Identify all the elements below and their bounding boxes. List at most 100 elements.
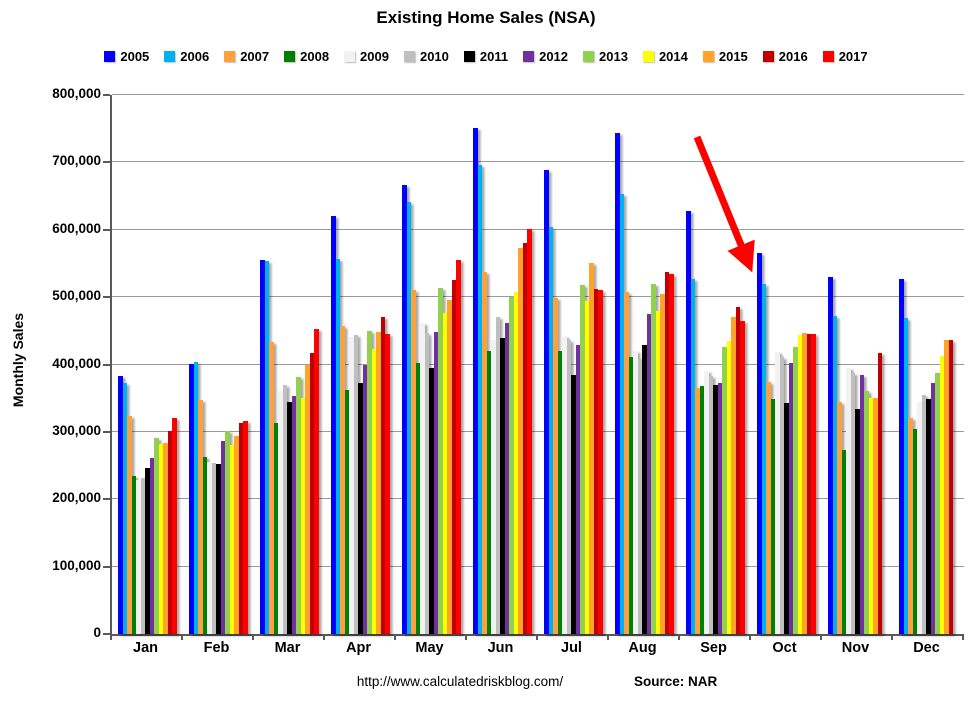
legend-label: 2005 bbox=[120, 49, 150, 64]
x-label-sep: Sep bbox=[700, 640, 727, 656]
legend-swatch-icon bbox=[702, 51, 714, 62]
bar-2010-jul bbox=[566, 339, 572, 634]
bar-2009-aug bbox=[633, 351, 638, 634]
bar-2017-may bbox=[456, 260, 461, 634]
bar-2006-may bbox=[406, 202, 412, 634]
legend-item-2015: 2015 bbox=[702, 49, 748, 64]
bar-2007-may bbox=[411, 290, 416, 634]
y-tick-mark bbox=[103, 228, 110, 231]
bar-2012-jul bbox=[575, 344, 581, 634]
legend-swatch-icon bbox=[344, 51, 356, 62]
bar-2010-aug bbox=[637, 359, 643, 634]
bar-2006-feb bbox=[193, 362, 199, 634]
bar-2013-jul bbox=[580, 285, 585, 634]
legend-swatch-icon bbox=[284, 51, 296, 62]
bar-2013-dec bbox=[935, 373, 940, 634]
bar-2013-feb bbox=[225, 431, 230, 634]
y-tick-mark bbox=[103, 296, 110, 299]
legend-swatch-icon bbox=[642, 51, 654, 62]
x-label-jan: Jan bbox=[133, 640, 158, 656]
gridline bbox=[112, 430, 964, 432]
gridline bbox=[112, 363, 964, 365]
bar-2006-jun bbox=[477, 165, 483, 634]
bar-group-aug bbox=[609, 95, 680, 634]
bar-2009-feb bbox=[207, 461, 212, 634]
bar-2012-may bbox=[433, 331, 439, 634]
bar-2014-may bbox=[442, 313, 448, 634]
bar-2009-jan bbox=[136, 480, 141, 634]
bar-2014-jan bbox=[158, 444, 164, 634]
bar-2007-feb bbox=[198, 400, 203, 634]
bar-2007-dec bbox=[908, 418, 913, 634]
bar-group-may bbox=[396, 95, 467, 634]
bar-2015-jan bbox=[163, 443, 168, 634]
gridline bbox=[112, 498, 964, 500]
bar-2010-dec bbox=[921, 394, 927, 634]
bar-2012-apr bbox=[362, 365, 368, 634]
bar-2012-dec bbox=[930, 382, 936, 634]
chart-legend: 2005 2006 2007 2008 2009 2010 2011 2012 2013 2014… bbox=[0, 49, 972, 64]
bar-2015-jul bbox=[589, 263, 594, 634]
gridline bbox=[112, 94, 964, 95]
bar-2008-feb bbox=[202, 457, 208, 634]
bar-2012-mar bbox=[291, 396, 297, 634]
bar-2006-aug bbox=[619, 194, 625, 634]
legend-swatch-icon bbox=[164, 51, 176, 62]
bar-2005-may bbox=[402, 184, 407, 634]
bar-2009-mar bbox=[278, 390, 283, 634]
x-label-mar: Mar bbox=[274, 640, 301, 656]
bar-2013-oct bbox=[793, 346, 798, 634]
legend-swatch-icon bbox=[104, 51, 116, 62]
x-tick-mark bbox=[110, 634, 112, 640]
bar-2014-jun bbox=[513, 292, 519, 634]
legend-item-2013: 2013 bbox=[583, 49, 628, 64]
x-tick-mark bbox=[394, 634, 396, 640]
bar-2010-oct bbox=[779, 357, 785, 634]
bar-2008-apr bbox=[344, 390, 350, 634]
bar-2016-nov bbox=[877, 353, 883, 634]
bar-2012-nov bbox=[859, 375, 865, 634]
bar-2008-jan bbox=[131, 476, 137, 634]
bar-groups bbox=[112, 95, 964, 634]
y-tick-mark bbox=[103, 498, 110, 501]
y-tick-label: 700,000 bbox=[52, 153, 101, 169]
bar-2010-jan bbox=[140, 478, 146, 634]
bar-2015-dec bbox=[944, 340, 949, 634]
bar-2013-may bbox=[438, 288, 443, 634]
y-tick-mark bbox=[103, 161, 110, 164]
bar-2011-feb bbox=[216, 464, 221, 634]
x-tick-mark bbox=[749, 634, 751, 640]
bar-group-jun bbox=[467, 95, 538, 634]
x-label-nov: Nov bbox=[841, 640, 870, 656]
bar-2017-feb bbox=[243, 421, 248, 634]
bar-2012-jan bbox=[149, 458, 155, 634]
bar-2012-aug bbox=[646, 313, 652, 634]
bar-2017-jul bbox=[598, 289, 603, 634]
chart-title: Existing Home Sales (NSA) bbox=[376, 8, 596, 27]
bar-2011-jun bbox=[500, 337, 505, 634]
gridline bbox=[112, 296, 964, 298]
legend-item-2012: 2012 bbox=[523, 49, 568, 64]
bar-2013-sep bbox=[722, 346, 727, 634]
bar-2016-apr bbox=[380, 316, 386, 634]
bar-2007-jan bbox=[127, 416, 132, 634]
x-label-may: May bbox=[415, 640, 444, 656]
legend-swatch-icon bbox=[583, 51, 595, 62]
bar-2009-jul bbox=[562, 336, 567, 634]
bar-2012-sep bbox=[717, 383, 723, 634]
bar-2017-aug bbox=[669, 274, 674, 634]
bar-2008-may bbox=[415, 363, 421, 634]
bar-2006-sep bbox=[690, 278, 696, 634]
y-tick-label: 400,000 bbox=[52, 355, 101, 371]
legend-swatch-icon bbox=[523, 51, 535, 62]
bar-group-jan bbox=[112, 95, 183, 634]
x-axis-labels: Jan Feb Mar Apr May Jun Jul Aug Sep Oct Nov Dec bbox=[110, 640, 962, 656]
bar-2012-oct bbox=[788, 363, 794, 634]
bar-group-oct bbox=[751, 95, 822, 634]
bar-2008-aug bbox=[628, 357, 634, 634]
bar-2005-oct bbox=[757, 253, 762, 634]
bar-2007-mar bbox=[269, 341, 274, 634]
bar-2014-jul bbox=[584, 300, 590, 634]
bar-2011-may bbox=[429, 367, 434, 634]
bar-2014-dec bbox=[939, 356, 945, 634]
